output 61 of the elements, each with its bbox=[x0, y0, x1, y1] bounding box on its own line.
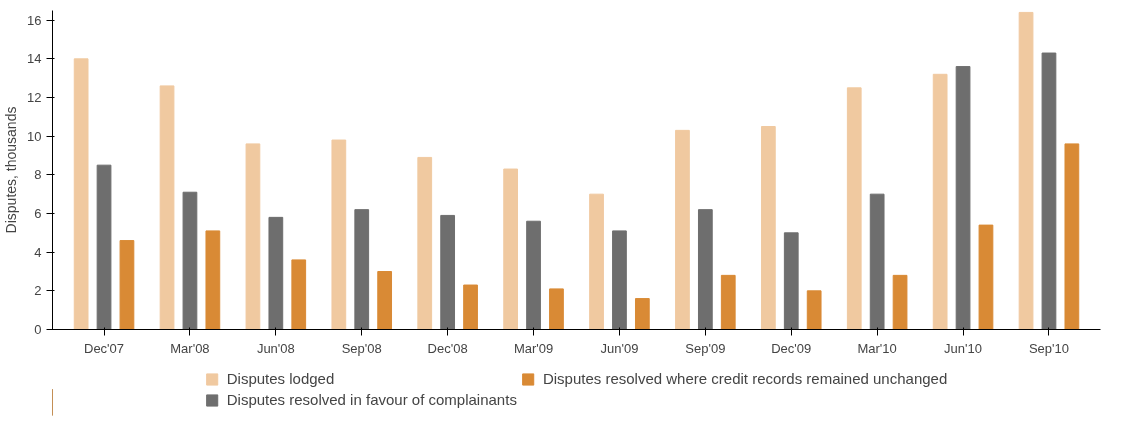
bar bbox=[720, 274, 736, 330]
legend-label: Disputes resolved where credit records remained unchanged bbox=[542, 370, 948, 387]
bar bbox=[463, 284, 478, 330]
bar bbox=[760, 126, 776, 330]
bar bbox=[697, 209, 713, 330]
x-tick-label: Jun'09 bbox=[600, 340, 639, 356]
bar bbox=[892, 274, 908, 330]
bar bbox=[978, 224, 994, 330]
bar bbox=[675, 129, 690, 330]
bar bbox=[119, 240, 135, 330]
x-tick-label: Dec'09 bbox=[771, 340, 812, 356]
bar bbox=[1041, 52, 1057, 330]
bar bbox=[589, 193, 604, 330]
legend-label: Disputes resolved in favour of complainants bbox=[226, 391, 517, 408]
bar bbox=[73, 58, 89, 330]
bar bbox=[440, 214, 456, 330]
bar bbox=[846, 87, 862, 330]
bar bbox=[806, 290, 822, 330]
bar bbox=[96, 164, 112, 330]
bar bbox=[549, 288, 564, 330]
x-tick-label: Jun'08 bbox=[256, 340, 295, 356]
bar bbox=[634, 298, 650, 330]
y-tick-label: 16 bbox=[27, 12, 42, 28]
y-tick-label: 4 bbox=[34, 244, 42, 260]
bar bbox=[1064, 143, 1080, 330]
bar bbox=[377, 271, 393, 330]
bar bbox=[869, 193, 885, 330]
x-tick-label: Sep'08 bbox=[341, 340, 382, 356]
x-tick-label: Sep'10 bbox=[1028, 340, 1069, 356]
x-tick-label: Dec'08 bbox=[427, 340, 468, 356]
bar bbox=[955, 66, 971, 330]
x-tick-label: Jun'10 bbox=[944, 340, 983, 356]
y-tick-label: 2 bbox=[34, 283, 42, 299]
bar bbox=[205, 230, 221, 330]
y-tick-label: 10 bbox=[27, 128, 42, 144]
y-tick-label: 8 bbox=[34, 167, 42, 183]
bar bbox=[331, 139, 347, 330]
bar bbox=[612, 230, 627, 330]
bar bbox=[1018, 11, 1034, 330]
bar bbox=[268, 216, 284, 330]
x-tick-label: Mar'08 bbox=[170, 340, 210, 356]
x-tick-label: Mar'09 bbox=[513, 340, 554, 356]
bar bbox=[291, 259, 307, 330]
bar bbox=[932, 73, 948, 330]
bar bbox=[182, 191, 198, 330]
y-tick-label: 0 bbox=[34, 322, 42, 337]
x-tick-label: Sep'09 bbox=[685, 340, 726, 356]
y-tick-label: 12 bbox=[27, 90, 42, 105]
y-axis-title: Disputes, thousands bbox=[3, 106, 20, 234]
y-tick-label: 6 bbox=[34, 206, 42, 221]
bar bbox=[417, 156, 433, 330]
bar bbox=[526, 220, 541, 330]
x-tick-label: Dec'07 bbox=[84, 340, 125, 356]
bar bbox=[503, 168, 519, 330]
bar bbox=[783, 232, 799, 330]
legend-label: Disputes lodged bbox=[226, 370, 335, 387]
bar bbox=[354, 209, 370, 330]
bar bbox=[245, 143, 261, 330]
x-tick-label: Mar'10 bbox=[857, 340, 897, 356]
bar bbox=[159, 85, 175, 330]
y-tick-label: 14 bbox=[27, 51, 42, 67]
